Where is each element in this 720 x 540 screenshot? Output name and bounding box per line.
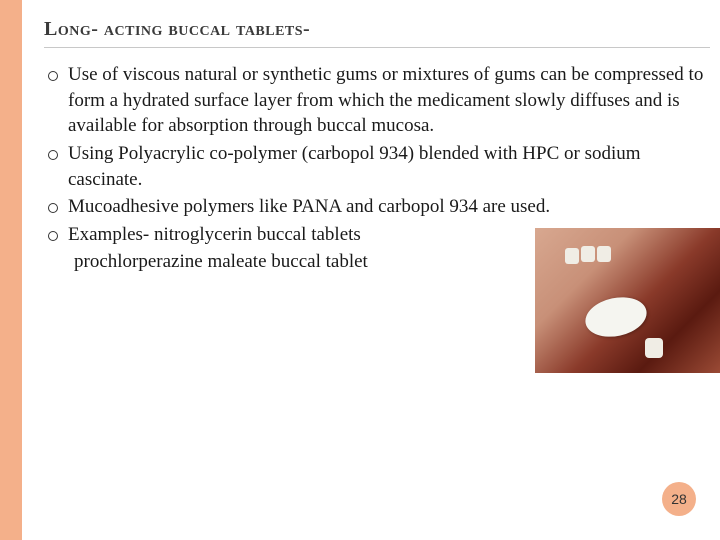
bullet-item: Use of viscous natural or synthetic gums… bbox=[44, 62, 710, 139]
bullet-list: Use of viscous natural or synthetic gums… bbox=[44, 62, 710, 247]
photo-tablet bbox=[582, 292, 651, 342]
page-number-badge: 28 bbox=[662, 482, 696, 516]
photo-detail bbox=[565, 248, 579, 264]
slide-content: Long- acting buccal tablets- Use of visc… bbox=[22, 0, 720, 540]
bullet-item: Mucoadhesive polymers like PANA and carb… bbox=[44, 194, 710, 220]
page-number: 28 bbox=[671, 491, 687, 507]
photo-detail bbox=[597, 246, 611, 262]
photo-detail bbox=[581, 246, 595, 262]
accent-sidebar bbox=[0, 0, 22, 540]
photo-detail bbox=[645, 338, 663, 358]
bullet-item: Using Polyacrylic co-polymer (carbopol 9… bbox=[44, 141, 710, 192]
slide-title: Long- acting buccal tablets- bbox=[44, 18, 710, 48]
buccal-tablet-photo bbox=[535, 228, 720, 373]
